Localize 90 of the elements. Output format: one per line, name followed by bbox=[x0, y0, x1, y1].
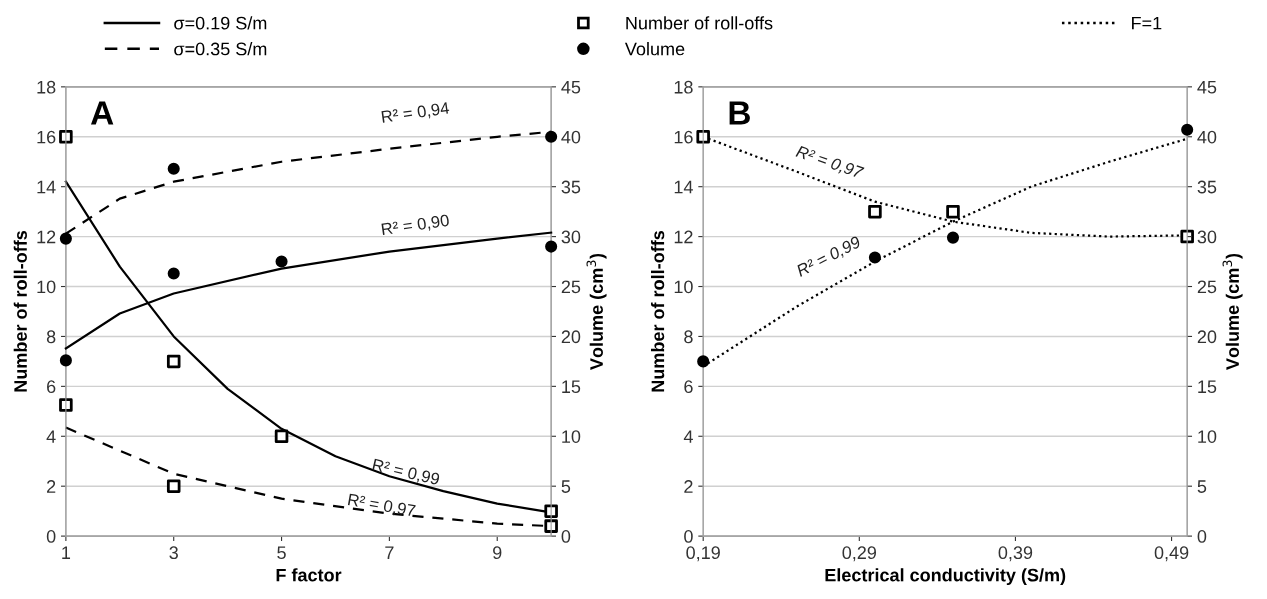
y-tick-label: 10 bbox=[37, 280, 56, 294]
y-tick-label: 2 bbox=[47, 480, 56, 493]
y2-tick-label: 40 bbox=[1197, 130, 1217, 144]
y2-tick-label: 35 bbox=[1197, 180, 1217, 194]
y-tick-label: 18 bbox=[674, 80, 693, 94]
y2-tick-label: 20 bbox=[561, 330, 581, 344]
y-tick-label: 14 bbox=[674, 180, 693, 194]
point bbox=[1181, 123, 1194, 136]
y2-tick-label: 35 bbox=[561, 180, 581, 194]
y2-tick-label: 25 bbox=[1197, 280, 1217, 294]
y2-tick-label: 20 bbox=[1197, 330, 1217, 344]
x-tick-label: 5 bbox=[277, 546, 286, 560]
x-tick-label: 9 bbox=[493, 546, 502, 560]
y-tick-label: 4 bbox=[46, 430, 56, 443]
point bbox=[946, 204, 960, 219]
point bbox=[868, 204, 882, 219]
point bbox=[946, 231, 960, 244]
y2-tick-label: 10 bbox=[562, 430, 581, 443]
y2-tick-label: 15 bbox=[562, 380, 581, 394]
y2-tick-label: 45 bbox=[1197, 80, 1217, 94]
legend-label: F=1 bbox=[1132, 16, 1162, 30]
point bbox=[166, 479, 181, 493]
y-tick-label: 12 bbox=[37, 230, 56, 244]
point bbox=[545, 240, 558, 253]
y2-tick-label: 40 bbox=[561, 130, 581, 144]
point bbox=[59, 130, 73, 144]
y-tick-label: 6 bbox=[47, 380, 56, 394]
x-tick-label: 1 bbox=[62, 546, 71, 559]
legend-label: Volume bbox=[624, 42, 685, 56]
y2-tick-label: 45 bbox=[561, 80, 581, 94]
y-axis-title: Number of roll-offs bbox=[13, 230, 27, 392]
y-tick-label: 10 bbox=[674, 280, 693, 294]
annotation: A bbox=[90, 101, 114, 125]
x-tick-label: 0,39 bbox=[998, 546, 1033, 562]
point bbox=[275, 255, 288, 268]
point bbox=[868, 251, 881, 264]
y2-tick-label: 30 bbox=[1197, 230, 1217, 244]
x-tick-label: 0,29 bbox=[842, 546, 877, 562]
point bbox=[274, 429, 289, 444]
point bbox=[544, 504, 558, 518]
point bbox=[696, 130, 710, 144]
y2-tick-label: 25 bbox=[561, 280, 581, 294]
y2-tick-label: 5 bbox=[1197, 480, 1207, 493]
annotation: R² = 0,97 bbox=[794, 145, 865, 181]
point bbox=[59, 232, 72, 245]
x-axis-title: F factor bbox=[276, 568, 342, 582]
point bbox=[697, 355, 710, 368]
annotation: R² = 0,94 bbox=[381, 101, 450, 125]
x-tick-label: 7 bbox=[385, 546, 394, 559]
y-tick-label: 0 bbox=[684, 530, 693, 543]
point bbox=[167, 162, 180, 175]
y-tick-label: 16 bbox=[37, 130, 56, 144]
y-tick-label: 16 bbox=[674, 130, 693, 144]
legend-label: σ=0.35 S/m bbox=[174, 42, 267, 56]
y2-tick-label: 30 bbox=[561, 230, 581, 244]
y-tick-label: 0 bbox=[46, 530, 56, 543]
y2-tick-label: 10 bbox=[1198, 430, 1217, 443]
x-axis-title: Electrical conductivity (S/m) bbox=[825, 568, 1066, 586]
point bbox=[59, 398, 73, 412]
point bbox=[545, 130, 558, 143]
y-tick-label: 4 bbox=[683, 430, 693, 443]
legend-label: Number of roll-offs bbox=[626, 16, 773, 30]
y-tick-label: 12 bbox=[674, 230, 693, 244]
y-tick-label: 14 bbox=[37, 180, 56, 194]
y-tick-label: 8 bbox=[684, 330, 693, 344]
x-tick-label: 3 bbox=[169, 546, 178, 560]
point bbox=[167, 267, 180, 280]
point bbox=[1180, 229, 1194, 244]
annotation: R² = 0,90 bbox=[381, 214, 450, 238]
y-tick-label: 2 bbox=[684, 480, 693, 493]
y-tick-label: 8 bbox=[46, 330, 56, 344]
annotation: B bbox=[729, 101, 750, 125]
x-tick-label: 0,49 bbox=[1154, 546, 1189, 562]
y2-tick-label: 15 bbox=[1198, 380, 1217, 394]
annotation: R² = 0,99 bbox=[371, 458, 441, 488]
y2-tick-label: 5 bbox=[561, 480, 571, 493]
y-tick-label: 6 bbox=[684, 380, 693, 394]
x-tick-label: 0,19 bbox=[686, 546, 720, 562]
y2-axis-title: Volume (cm$^{3}$) bbox=[586, 253, 607, 370]
point bbox=[59, 354, 72, 367]
y2-tick-label: 0 bbox=[561, 530, 571, 543]
y-tick-label: 18 bbox=[37, 80, 56, 94]
y2-axis-title: Volume (cm$^{3}$) bbox=[1222, 253, 1243, 370]
point bbox=[166, 354, 181, 369]
annotation: R² = 0,99 bbox=[795, 235, 863, 279]
y-axis-title: Number of roll-offs bbox=[650, 230, 665, 392]
y2-tick-label: 0 bbox=[1197, 530, 1207, 543]
legend-label: σ=0.19 S/m bbox=[174, 16, 267, 30]
annotation: R² = 0,97 bbox=[347, 493, 416, 519]
point bbox=[544, 519, 558, 533]
